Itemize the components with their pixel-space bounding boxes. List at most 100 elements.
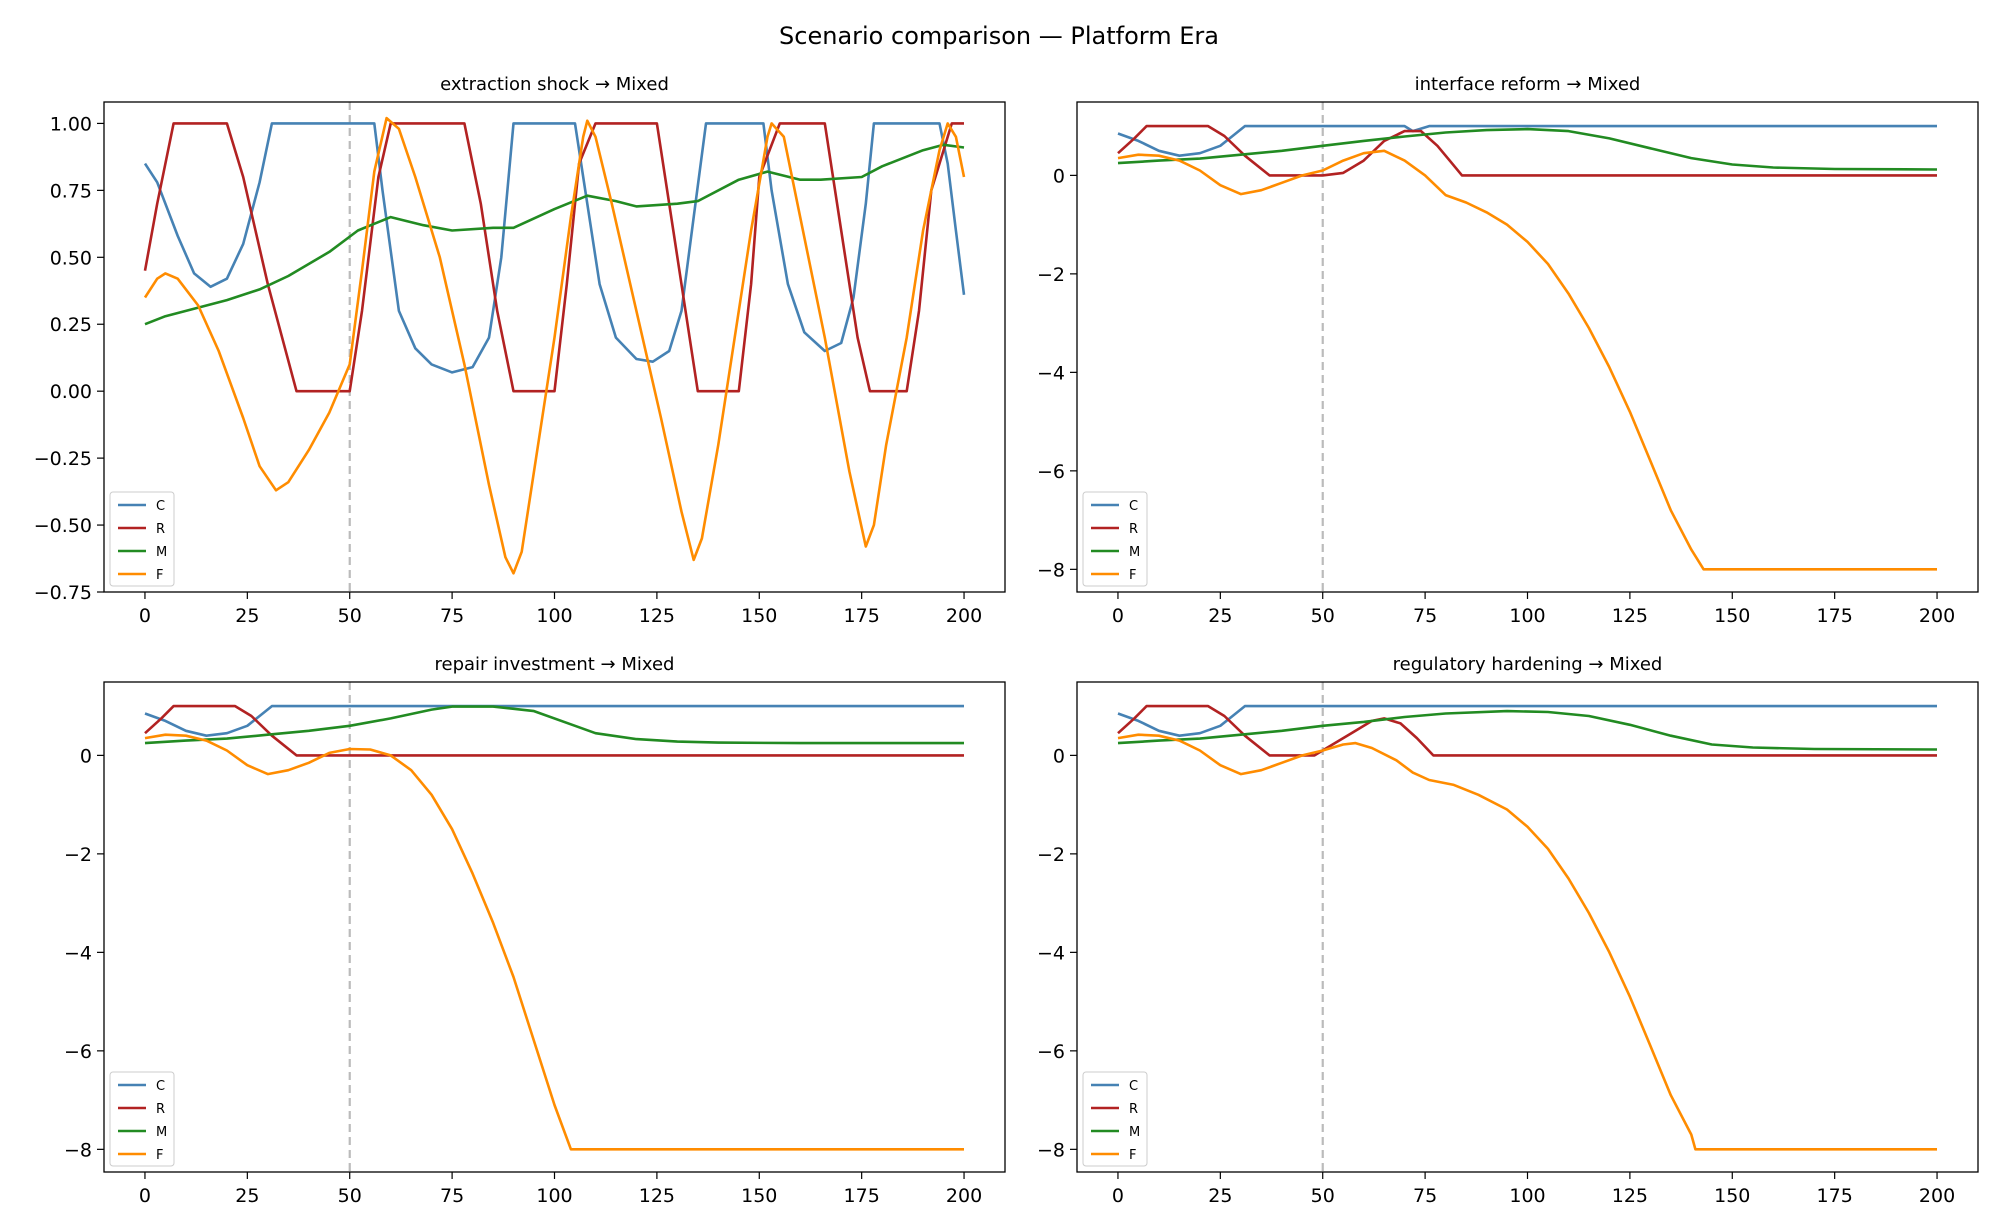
legend-label-M: M [1129,545,1140,560]
x-tick-label: 25 [235,605,259,627]
y-tick-label: −8 [64,1139,92,1161]
x-tick-label: 100 [1509,605,1545,627]
x-tick-label: 75 [440,605,464,627]
x-tick-label: 0 [1112,1185,1124,1207]
panel-2: interface reform → Mixed 0 25 50 75 100 125 150… [1037,74,1979,627]
x-tick-label: 175 [844,605,880,627]
x-tick-label: 0 [139,1185,151,1207]
x-tick-label: 125 [1612,605,1648,627]
x-tick-label: 100 [536,605,572,627]
panel-title: interface reform → Mixed [1415,74,1641,95]
x-tick-label: 175 [844,1185,880,1207]
series-line-C [143,122,966,374]
x-tick-label: 25 [1208,605,1232,627]
y-tick-label: −2 [1037,844,1065,866]
series-line-C [1117,124,1937,157]
y-tick-label: 0 [80,745,92,767]
x-tick-label: 0 [139,605,151,627]
x-tick-label: 50 [1311,1185,1335,1207]
x-tick-label: 50 [1311,605,1335,627]
x-tick-label: 200 [946,605,982,627]
legend-label-F: F [1129,568,1136,583]
legend-label-F: F [156,1148,163,1163]
legend-box [1082,491,1148,587]
legend-label-M: M [156,1125,167,1140]
panel-title: extraction shock → Mixed [440,74,669,95]
x-tick-label: 75 [1413,1185,1437,1207]
y-tick-label: −0.75 [34,582,92,604]
y-tick-label: 0.25 [50,314,92,336]
panel-4: regulatory hardening → Mixed 0 25 50 75 100 12… [1037,654,1979,1207]
x-tick-label: 75 [1413,605,1437,627]
x-tick-label: 100 [1509,1185,1545,1207]
y-tick-label: −6 [1037,461,1065,483]
x-tick-label: 200 [946,1185,982,1207]
legend-label-C: C [156,1079,165,1094]
series-line-M [144,705,964,745]
y-tick-label: −4 [64,942,92,964]
legend-label-C: C [1129,499,1138,514]
series-line-C [1117,704,1937,737]
x-tick-label: 125 [639,1185,675,1207]
y-tick-label: −4 [1037,942,1065,964]
x-tick-label: 50 [338,605,362,627]
y-tick-label: −8 [1037,1139,1065,1161]
y-tick-label: 1.00 [50,113,92,135]
legend-label-R: R [1129,522,1138,537]
x-tick-label: 200 [1919,605,1955,627]
series-line-F [1117,733,1937,1151]
series-line-M [1117,709,1938,751]
legend-label-R: R [156,1102,165,1117]
panel-title: repair investment → Mixed [435,654,675,675]
series-line-R [143,122,964,393]
y-tick-label: −0.50 [34,515,92,537]
legend-box [109,491,175,587]
series-line-F [143,116,966,575]
legend-box [109,1071,175,1167]
legend-box [1082,1071,1148,1167]
panel-1: extraction shock → Mixed 0 25 50 75 100 125 150… [34,74,1006,627]
x-tick-label: 100 [536,1185,572,1207]
y-tick-label: −6 [1037,1041,1065,1063]
figure-title: Scenario comparison — Platform Era [779,22,1219,50]
y-tick-label: 0.00 [50,381,92,403]
legend-label-C: C [1129,1079,1138,1094]
x-tick-label: 125 [639,605,675,627]
x-tick-label: 150 [741,605,777,627]
y-tick-label: 0.50 [50,247,92,269]
y-tick-label: 0 [1053,745,1065,767]
y-tick-label: 0 [1053,165,1065,187]
y-tick-label: −2 [1037,264,1065,286]
series-line-R [1117,124,1937,177]
series-line-M [144,143,965,326]
panel-3: repair investment → Mixed 0 25 50 75 100 125 15… [64,654,1006,1207]
y-tick-label: −2 [64,844,92,866]
x-tick-label: 125 [1612,1185,1648,1207]
y-tick-label: −0.25 [34,448,92,470]
x-tick-label: 200 [1919,1185,1955,1207]
x-tick-label: 175 [1817,605,1853,627]
x-tick-label: 25 [235,1185,259,1207]
x-tick-label: 25 [1208,1185,1232,1207]
legend-label-R: R [1129,1102,1138,1117]
x-tick-label: 50 [338,1185,362,1207]
y-tick-label: −4 [1037,362,1065,384]
x-tick-label: 175 [1817,1185,1853,1207]
legend-label-R: R [156,522,165,537]
series-line-M [1117,127,1938,171]
legend-label-C: C [156,499,165,514]
x-tick-label: 150 [1714,1185,1750,1207]
y-tick-label: 0.75 [50,180,92,202]
y-tick-label: −6 [64,1041,92,1063]
series-line-R [144,704,964,757]
series-line-C [144,704,964,737]
series-line-F [144,733,964,1151]
panel-title: regulatory hardening → Mixed [1393,654,1663,675]
x-tick-label: 75 [440,1185,464,1207]
legend-label-M: M [1129,1125,1140,1140]
